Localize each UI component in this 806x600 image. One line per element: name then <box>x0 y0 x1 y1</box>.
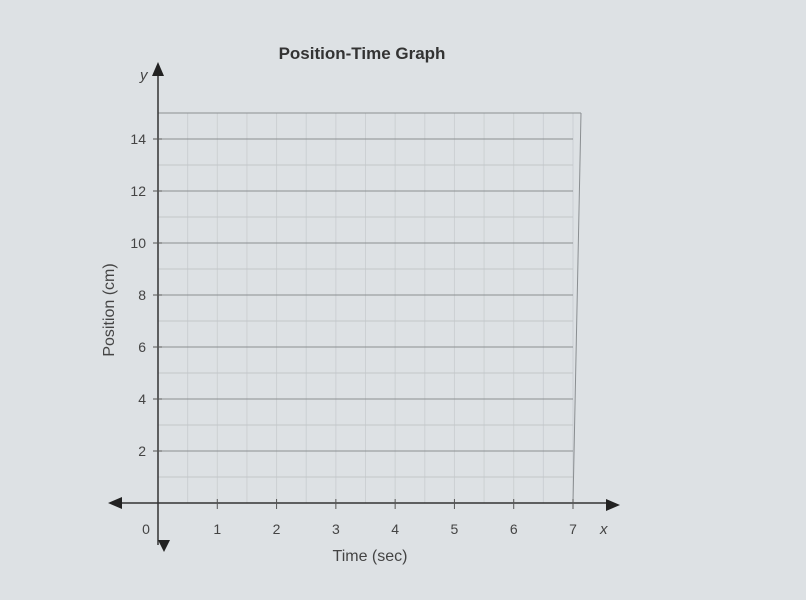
y-arrow-down-icon <box>158 540 170 552</box>
y-tick-label: 8 <box>138 287 146 303</box>
x-axis-letter: x <box>599 521 608 538</box>
x-tick-label: 0 <box>142 521 150 537</box>
y-tick-label: 12 <box>130 183 146 199</box>
y-axis-letter: y <box>139 67 149 84</box>
y-tick-label: 14 <box>130 131 146 147</box>
y-axis-label: Position (cm) <box>101 263 118 356</box>
axes <box>108 62 620 552</box>
x-tick-label: 3 <box>332 521 340 537</box>
x-arrow-left-icon <box>108 497 122 509</box>
y-tick-label: 10 <box>130 235 146 251</box>
y-tick-label: 4 <box>138 391 146 407</box>
y-arrow-up-icon <box>152 62 164 76</box>
x-tick-label: 1 <box>213 521 221 537</box>
plot-border-right <box>572 112 582 504</box>
chart-title: Position-Time Graph <box>279 44 446 63</box>
grid <box>157 112 582 504</box>
x-tick-label: 7 <box>569 521 577 537</box>
x-tick-label: 5 <box>451 521 459 537</box>
y-tick-label: 2 <box>138 443 146 459</box>
x-tick-label: 4 <box>391 521 399 537</box>
y-tick-label: 6 <box>138 339 146 355</box>
x-axis-label: Time (sec) <box>333 548 408 565</box>
x-tick-label: 6 <box>510 521 518 537</box>
x-arrow-right-icon <box>606 499 620 511</box>
x-tick-label: 2 <box>273 521 281 537</box>
